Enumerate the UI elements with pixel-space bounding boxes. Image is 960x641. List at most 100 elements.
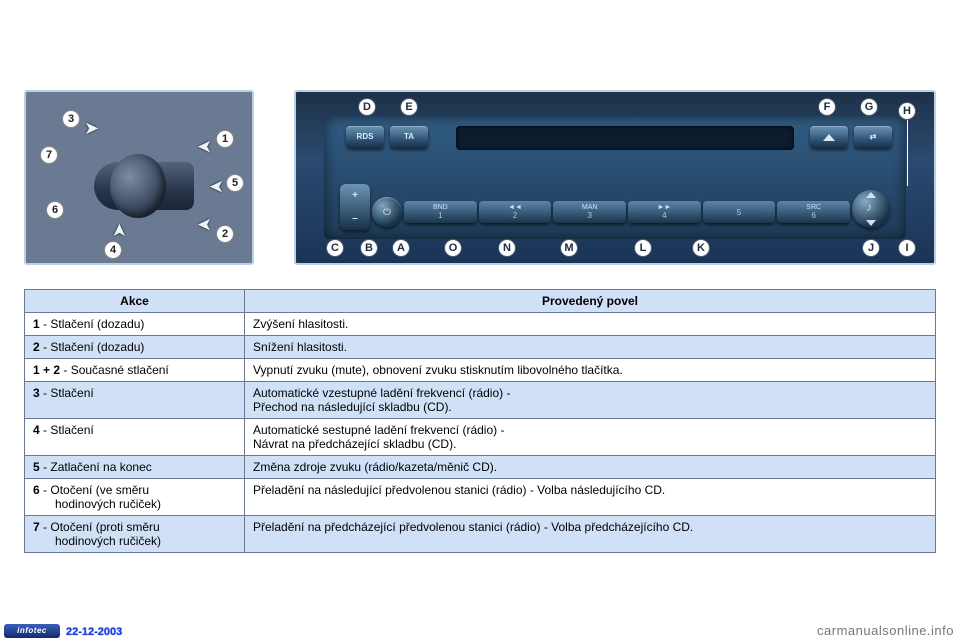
- audio-knob: [852, 190, 890, 228]
- row-result2: Návrat na předcházející skladbu (CD).: [253, 437, 456, 451]
- arrow-icon: ➤: [209, 176, 224, 197]
- table-row: 7 - Otočení (proti směruhodinových ručič…: [25, 516, 936, 553]
- callout-F: F: [818, 98, 836, 116]
- arrow-icon: ➤: [109, 223, 130, 238]
- table-row: 1 + 2 - Současné stlačení Vypnutí zvuku …: [25, 359, 936, 382]
- btn-num: 2: [513, 212, 517, 220]
- callout-C: C: [326, 239, 344, 257]
- callout-I: I: [898, 239, 916, 257]
- leader-line: [907, 118, 908, 186]
- row-num: 6: [33, 483, 40, 497]
- btn-num: 1: [438, 212, 442, 220]
- row-num: 1: [33, 317, 40, 331]
- preset-row: BND1 ◄◄2 MAN3 ►►4 5 SRC6: [404, 201, 850, 223]
- callout-D: D: [358, 98, 376, 116]
- row-num: 7: [33, 520, 40, 534]
- row-num: 3: [33, 386, 40, 400]
- row-action2: hodinových ručiček): [33, 534, 236, 548]
- row-result: Automatické sestupné ladění frekvencí (r…: [253, 423, 504, 437]
- stalk-figure: 1➤ 2➤ 3➤ 4➤ 5➤ 6 7: [24, 90, 254, 265]
- row-action: Otočení (ve směru: [50, 483, 149, 497]
- row-result: Změna zdroje zvuku (rádio/kazeta/měnič C…: [245, 456, 936, 479]
- up-icon: [866, 192, 876, 198]
- power-knob: ⏻: [372, 197, 402, 227]
- callout-N: N: [498, 239, 516, 257]
- btn-main: BND: [433, 204, 448, 211]
- manual-page: 1➤ 2➤ 3➤ 4➤ 5➤ 6 7 RDS TA ⇄ +– ⏻: [0, 0, 960, 641]
- stalk-label-2: 2: [216, 225, 234, 243]
- row-action: Zatlačení na konec: [50, 460, 151, 474]
- btn-main: MAN: [582, 204, 598, 211]
- table-header-row: Akce Provedený povel: [25, 290, 936, 313]
- table-row: 2 - Stlačení (dozadu) Snížení hlasitosti…: [25, 336, 936, 359]
- rds-button: RDS: [346, 126, 384, 148]
- figures-row: 1➤ 2➤ 3➤ 4➤ 5➤ 6 7 RDS TA ⇄ +– ⏻: [24, 90, 936, 265]
- row-action: Stlačení (dozadu): [50, 340, 144, 354]
- reverse-button: ⇄: [854, 126, 892, 148]
- stalk-label-1: 1: [216, 130, 234, 148]
- row-result: Snížení hlasitosti.: [245, 336, 936, 359]
- row-result2: Přechod na následující skladbu (CD).: [253, 400, 452, 414]
- callout-J: J: [862, 239, 880, 257]
- row-action: Stlačení (dozadu): [50, 317, 144, 331]
- callout-E: E: [400, 98, 418, 116]
- row-num: 5: [33, 460, 40, 474]
- btn-num: 6: [811, 212, 815, 220]
- radio-bottom-row: +– ⏻ BND1 ◄◄2 MAN3 ►►4 5 SRC6: [340, 199, 890, 225]
- infotec-badge: infotec: [4, 624, 60, 638]
- btn-main: ►►: [657, 204, 671, 211]
- row-action: Stlačení: [50, 423, 93, 437]
- callout-L: L: [634, 239, 652, 257]
- seek-down-button: ◄◄2: [479, 201, 552, 223]
- table-row: 5 - Zatlačení na konec Změna zdroje zvuk…: [25, 456, 936, 479]
- row-action: Otočení (proti směru: [50, 520, 159, 534]
- man-button: MAN3: [553, 201, 626, 223]
- col-result: Provedený povel: [245, 290, 936, 313]
- callout-A: A: [392, 239, 410, 257]
- callout-G: G: [860, 98, 878, 116]
- content-area: 1➤ 2➤ 3➤ 4➤ 5➤ 6 7 RDS TA ⇄ +– ⏻: [24, 90, 936, 553]
- row-action: Stlačení: [50, 386, 93, 400]
- col-action: Akce: [25, 290, 245, 313]
- volume-rocker: +–: [340, 184, 370, 230]
- watermark: carmanualsonline.info: [817, 623, 954, 638]
- commands-table: Akce Provedený povel 1 - Stlačení (dozad…: [24, 289, 936, 553]
- btn-main: SRC: [806, 204, 821, 211]
- src-button: SRC6: [777, 201, 850, 223]
- callout-M: M: [560, 239, 578, 257]
- table-row: 3 - Stlačení Automatické vzestupné laděn…: [25, 382, 936, 419]
- eject-button: [810, 126, 848, 148]
- row-action: Současné stlačení: [71, 363, 169, 377]
- table-row: 6 - Otočení (ve směruhodinových ručiček)…: [25, 479, 936, 516]
- row-num: 2: [33, 340, 40, 354]
- callout-H: H: [898, 102, 916, 120]
- stalk-label-5: 5: [226, 174, 244, 192]
- ta-button: TA: [390, 126, 428, 148]
- row-result: Zvýšení hlasitosti.: [245, 313, 936, 336]
- arrow-icon: ➤: [197, 136, 212, 157]
- stalk-label-4: 4: [104, 241, 122, 259]
- callout-K: K: [692, 239, 710, 257]
- arrow-icon: ➤: [84, 118, 99, 139]
- table-row: 1 - Stlačení (dozadu) Zvýšení hlasitosti…: [25, 313, 936, 336]
- callout-B: B: [360, 239, 378, 257]
- btn-num: 5: [737, 209, 741, 217]
- row-action2: hodinových ručiček): [33, 497, 236, 511]
- row-result: Přeladění na následující předvolenou sta…: [245, 479, 936, 516]
- down-icon: [866, 220, 876, 226]
- seek-up-button: ►►4: [628, 201, 701, 223]
- bnd-button: BND1: [404, 201, 477, 223]
- radio-figure: RDS TA ⇄ +– ⏻ BND1 ◄◄2 MAN3 ►►4 5 SRC6: [294, 90, 936, 265]
- stalk-label-7: 7: [40, 146, 58, 164]
- cassette-slot: [456, 126, 794, 150]
- btn-num: 4: [662, 212, 666, 220]
- footer: infotec 22-12-2003 carmanualsonline.info: [0, 621, 960, 641]
- btn-num: 3: [587, 212, 591, 220]
- row-result: Přeladění na předcházející předvolenou s…: [245, 516, 936, 553]
- btn-main: ◄◄: [508, 204, 522, 211]
- callout-O: O: [444, 239, 462, 257]
- preset5-button: 5: [703, 201, 776, 223]
- row-result: Vypnutí zvuku (mute), obnovení zvuku sti…: [245, 359, 936, 382]
- arrow-icon: ➤: [197, 214, 212, 235]
- table-row: 4 - Stlačení Automatické sestupné ladění…: [25, 419, 936, 456]
